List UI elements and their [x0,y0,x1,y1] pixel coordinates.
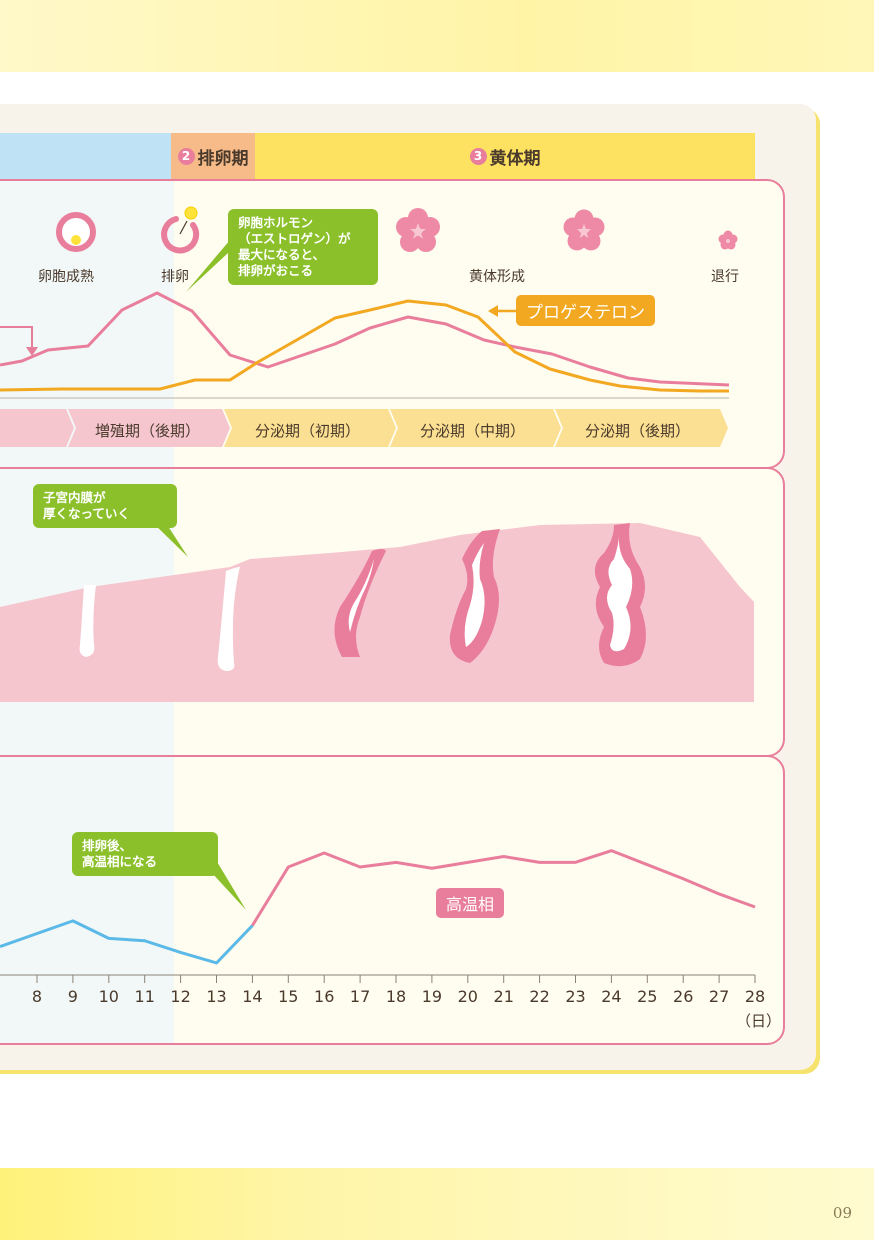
estrogen-bubble-tail [186,240,242,292]
ovary-label-corpus-luteum: 黄体形成 [469,269,525,285]
estrogen-arrowhead [26,347,38,356]
phase-follicular-segment [0,133,171,179]
day-label-17: 17 [349,987,371,1006]
day-label-27: 27 [708,987,730,1006]
progesterone-pointer [488,305,518,317]
secretory-mid-chevron [390,409,561,447]
day-label-11: 11 [134,987,155,1006]
ovary-label-ovulation: 排卵 [161,269,189,285]
day-label-10: 10 [98,987,119,1006]
day-label-22: 22 [529,987,550,1006]
bottom-band [0,1168,874,1240]
coiled-gland-1 [334,549,386,657]
day-label-16: 16 [314,987,335,1006]
straight-gland-1 [79,585,96,657]
phase-label-proliferative-late: 増殖期（後期） [95,422,201,440]
proliferative-early-chevron [0,409,74,447]
corpus-luteum-icon-1 [396,208,440,252]
day-label-25: 25 [637,987,658,1006]
estrogen-bubble: 卵胞ホルモン （エストロゲン）が 最大になると、 排卵がおこる [228,209,378,285]
phase-ovulation-label: 排卵期 [197,148,249,169]
phase-luteal-label: 黄体期 [489,148,541,169]
days-axis-ticks [36,975,756,983]
estrogen-arrow [0,326,33,351]
day-label-23: 23 [565,987,586,1006]
progesterone-curve [0,299,729,393]
endometrium-layer [0,523,754,702]
day-label-24: 24 [601,987,622,1006]
endometrium-bubble-tail [150,520,188,557]
ovulation-icon [161,206,200,254]
phase-luteal: 3 黄体期 [255,133,755,179]
top-band [0,0,874,72]
secretory-early-chevron [224,409,396,447]
day-label-19: 19 [421,987,443,1006]
secretory-late-chevron [555,409,728,447]
temperature-bubble-tail [200,860,246,910]
corpus-luteum-icon-2 [563,209,605,251]
day-label-18: 18 [385,987,407,1006]
day-label-9: 9 [67,987,78,1006]
phase-label-secretory-early: 分泌期（初期） [255,422,361,440]
low-temperature-curve [0,919,254,965]
phase-bar: 2 排卵期 3 黄体期 [0,133,755,179]
day-label-14: 14 [242,987,263,1006]
day-label-13: 13 [206,987,227,1006]
day-label-8: 8 [31,987,43,1006]
phase-luteal-number: 3 [469,147,487,165]
phase-ovulation-number: 2 [177,147,195,165]
high-temperature-label: 高温相 [436,888,505,918]
body-temperature-chart [0,849,756,983]
high-temperature-curve [251,849,756,927]
hormone-chart [0,206,738,447]
day-label-28: 28 [744,987,766,1006]
progesterone-label: プロゲステロン [516,295,655,326]
day-label-21: 21 [493,987,514,1006]
day-label-20: 20 [457,987,478,1006]
straight-gland-2 [217,567,240,671]
temperature-bubble: 排卵後、 高温相になる [72,832,218,876]
estrogen-curve [0,291,730,387]
phase-label-secretory-late: 分泌期（後期） [585,422,691,440]
day-label-26: 26 [673,987,694,1006]
ovary-label-follicle: 卵胞成熟 [38,269,94,285]
proliferative-late-chevron [68,409,230,447]
page-number: 09 [832,1204,852,1222]
follicle-icon [56,212,96,252]
days-axis-unit: （日） [736,1012,782,1030]
regressing-corpus-icon [718,230,738,250]
day-label-15: 15 [278,987,299,1006]
day-label-12: 12 [170,987,191,1006]
ovary-label-regression: 退行 [711,269,739,285]
body-temperature-panel [0,755,785,1045]
phase-ovulation: 2 排卵期 [171,133,255,179]
cycle-phase-band [0,409,728,447]
phase-label-secretory-mid: 分泌期（中期） [420,422,526,440]
endometrium-illustration [0,523,754,702]
